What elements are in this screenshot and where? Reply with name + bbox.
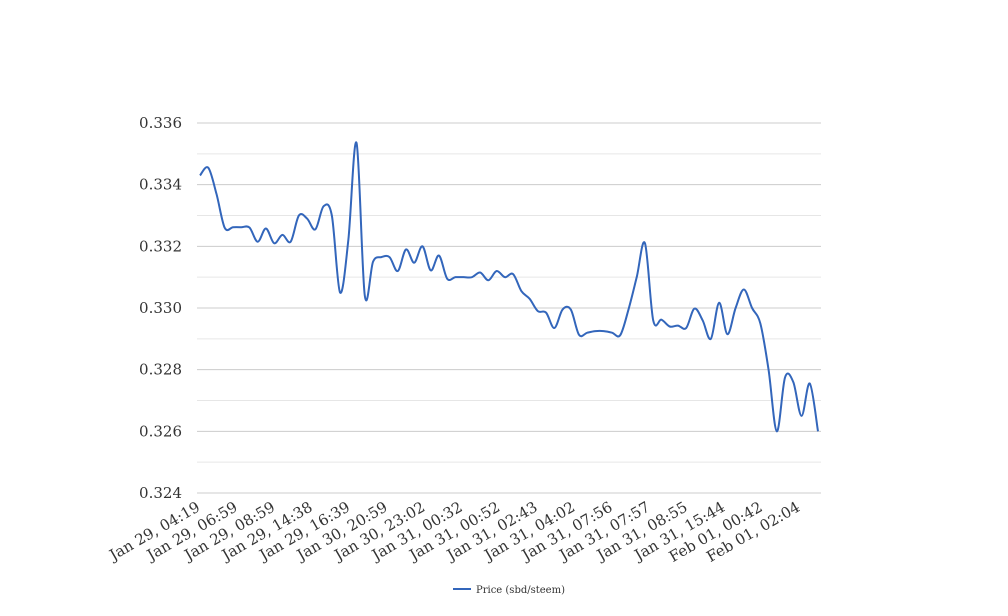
legend[interactable]: Price (sbd/steem) [453,585,565,596]
y-axis-ticks: 0.324 0.326 0.328 0.330 0.332 0.334 0.336 [139,114,182,502]
y-tick-label: 0.336 [139,114,182,132]
legend-label-price: Price (sbd/steem) [476,585,565,596]
series-line-price [199,141,819,433]
grid-layer [197,122,821,494]
y-tick-label: 0.328 [139,361,182,379]
y-tick-label: 0.324 [139,484,182,502]
series-layer [199,141,819,433]
y-tick-label: 0.334 [139,176,182,194]
y-tick-label: 0.326 [139,422,182,440]
y-tick-label: 0.330 [139,299,182,317]
y-tick-label: 0.332 [139,237,182,255]
